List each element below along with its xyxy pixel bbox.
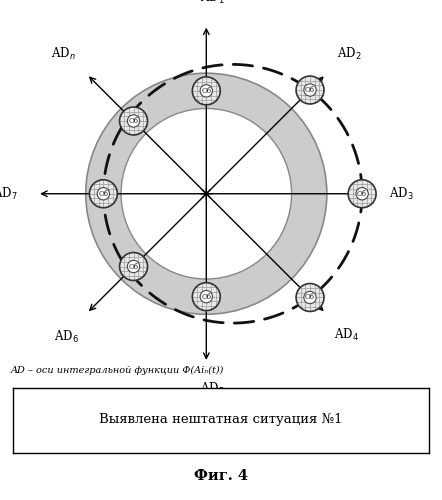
Text: Выявлена нештатная ситуация №1: Выявлена нештатная ситуация №1	[99, 414, 343, 426]
Circle shape	[296, 284, 324, 312]
Text: Об: Об	[129, 262, 138, 270]
Circle shape	[127, 260, 140, 272]
Text: Об: Об	[305, 294, 315, 302]
Circle shape	[304, 292, 316, 304]
Text: AD$_4$: AD$_4$	[334, 328, 359, 344]
Circle shape	[127, 115, 140, 127]
Text: AD$_7$: AD$_7$	[0, 186, 17, 202]
Text: Об: Об	[201, 292, 211, 300]
Text: Об: Об	[305, 86, 315, 94]
Circle shape	[200, 84, 213, 97]
Text: Об: Об	[99, 190, 108, 198]
Circle shape	[348, 180, 376, 208]
Circle shape	[200, 290, 213, 303]
Circle shape	[120, 252, 148, 280]
Circle shape	[304, 84, 316, 96]
Text: AD$_5$: AD$_5$	[200, 381, 225, 398]
Text: AD$_2$: AD$_2$	[337, 46, 362, 62]
Text: AD$_6$: AD$_6$	[54, 329, 79, 345]
Circle shape	[97, 188, 110, 200]
Circle shape	[86, 73, 327, 314]
Circle shape	[121, 108, 292, 279]
Text: Об: Об	[201, 87, 211, 95]
Text: Об: Об	[129, 117, 138, 125]
Circle shape	[356, 188, 368, 200]
Text: AD$_1$: AD$_1$	[200, 0, 225, 6]
Circle shape	[120, 107, 148, 135]
Circle shape	[192, 77, 220, 105]
Text: AD$_3$: AD$_3$	[389, 186, 414, 202]
Text: AD – оси интегральной функции Φ(Aiₙ(t)): AD – оси интегральной функции Φ(Aiₙ(t))	[11, 366, 224, 374]
Text: AD$_n$: AD$_n$	[51, 46, 76, 62]
Circle shape	[192, 282, 220, 310]
Circle shape	[89, 180, 118, 208]
Text: Фиг. 4: Фиг. 4	[194, 469, 248, 483]
Circle shape	[296, 76, 324, 104]
Text: Об: Об	[357, 190, 367, 198]
